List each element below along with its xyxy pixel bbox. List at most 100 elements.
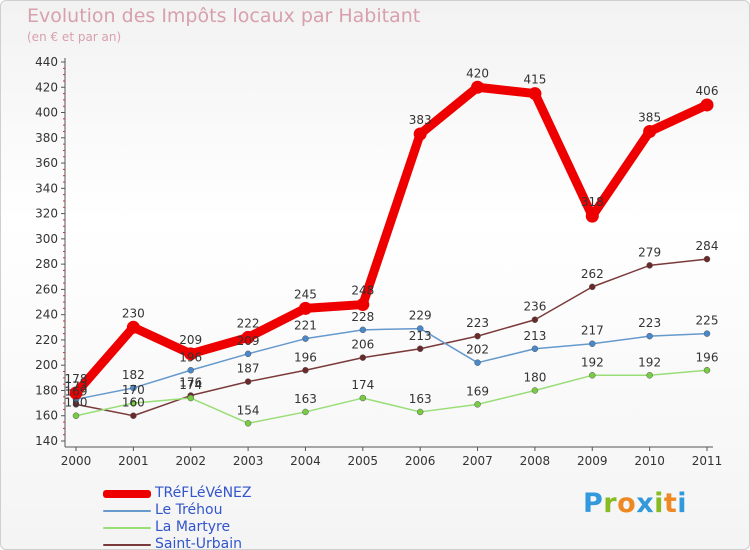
data-point: [187, 367, 194, 374]
x-tick-label: 2010: [634, 454, 665, 468]
data-point: [646, 332, 653, 340]
x-tick-label: 2006: [405, 454, 436, 468]
data-label: 196: [294, 350, 317, 364]
data-point: [184, 347, 198, 361]
data-label: 415: [523, 73, 546, 87]
x-tick-label: 2008: [520, 454, 551, 468]
data-point: [302, 408, 309, 416]
legend-swatch: [103, 527, 151, 529]
data-label: 202: [466, 343, 489, 357]
legend-label: Saint-Urbain: [155, 536, 243, 550]
legend-swatch: [103, 544, 151, 546]
data-point: [187, 394, 194, 402]
y-tick-label: 400: [35, 106, 58, 120]
data-point: [130, 412, 137, 419]
legend-label: Le Tréhou: [155, 502, 223, 518]
data-point: [585, 209, 599, 223]
proxiti-logo: Proxiti: [583, 488, 687, 519]
data-point: [130, 384, 137, 392]
data-label: 160: [65, 396, 88, 410]
data-label: 223: [638, 316, 661, 330]
data-label: 169: [65, 384, 88, 398]
logo-letter: P: [583, 488, 604, 519]
data-label: 262: [581, 267, 604, 281]
data-label: 228: [351, 310, 374, 324]
data-label: 221: [294, 319, 317, 333]
data-label: 174: [351, 378, 374, 392]
data-label: 217: [581, 324, 604, 338]
data-point: [589, 283, 596, 291]
x-tick-label: 2001: [118, 454, 149, 468]
x-tick-label: 2002: [175, 454, 206, 468]
data-point: [474, 332, 481, 340]
data-label: 196: [179, 350, 202, 364]
y-tick-label: 420: [35, 80, 58, 94]
data-point: [646, 372, 653, 379]
legend-swatch: [103, 510, 151, 512]
series-line-le-tr-hou: [75, 327, 708, 401]
data-point: [646, 262, 653, 269]
data-label: 176: [179, 376, 202, 390]
data-label: 154: [237, 403, 260, 417]
data-point: [359, 326, 367, 334]
data-label: 187: [237, 362, 260, 376]
data-point: [703, 367, 711, 374]
y-tick-label: 380: [35, 131, 58, 145]
x-tick-label: 2009: [577, 454, 608, 468]
data-label: 236: [523, 300, 546, 314]
data-point: [416, 325, 424, 332]
data-point: [643, 124, 657, 138]
chart-title: Evolution des Impôts locaux par Habitant: [27, 5, 421, 27]
series-line-la-martyre: [75, 369, 708, 425]
data-point: [244, 350, 252, 358]
data-point: [356, 298, 370, 312]
data-label: 180: [523, 370, 546, 384]
data-point: [302, 335, 309, 342]
data-point: [589, 372, 596, 379]
data-label: 174: [179, 378, 202, 392]
y-tick-label: 440: [35, 55, 58, 69]
y-tick-label: 340: [35, 181, 58, 195]
data-point: [531, 316, 539, 323]
data-point: [471, 80, 485, 94]
data-label: 385: [638, 110, 661, 124]
y-tick-label: 240: [35, 308, 58, 322]
data-point: [474, 359, 481, 366]
y-tick-label: 140: [35, 434, 58, 448]
data-label: 163: [409, 392, 432, 406]
chart-subtitle: (en € et par an): [27, 30, 122, 44]
data-label: 196: [696, 350, 719, 364]
data-point: [589, 340, 596, 347]
data-label: 229: [409, 309, 432, 323]
y-tick-label: 300: [35, 232, 58, 246]
data-point: [359, 354, 367, 361]
data-label: 178: [65, 372, 88, 386]
data-point: [241, 330, 255, 344]
data-point: [69, 386, 83, 400]
data-label: 160: [122, 396, 145, 410]
data-point: [474, 401, 481, 408]
data-label: 225: [696, 314, 719, 328]
data-label: 192: [638, 355, 661, 369]
data-label: 209: [237, 334, 260, 348]
data-point: [126, 320, 140, 334]
logo-letter: i: [654, 488, 664, 519]
y-tick-label: 260: [35, 282, 58, 296]
data-label: 163: [294, 392, 317, 406]
x-tick-label: 2000: [61, 454, 92, 468]
data-label: 245: [294, 287, 317, 301]
logo-letter: o: [617, 488, 637, 519]
logo-letter: r: [603, 488, 618, 519]
data-point: [416, 408, 424, 416]
logo-letter: i: [677, 488, 688, 519]
data-label: 223: [466, 316, 489, 330]
data-point: [531, 387, 539, 394]
data-label: 209: [179, 333, 202, 347]
data-point: [703, 330, 711, 337]
data-label: 279: [638, 245, 661, 259]
data-label: 170: [122, 383, 145, 397]
y-tick-label: 220: [35, 333, 58, 347]
data-point: [130, 399, 137, 407]
data-label: 318: [581, 195, 604, 209]
logo-letter: t: [663, 488, 678, 519]
